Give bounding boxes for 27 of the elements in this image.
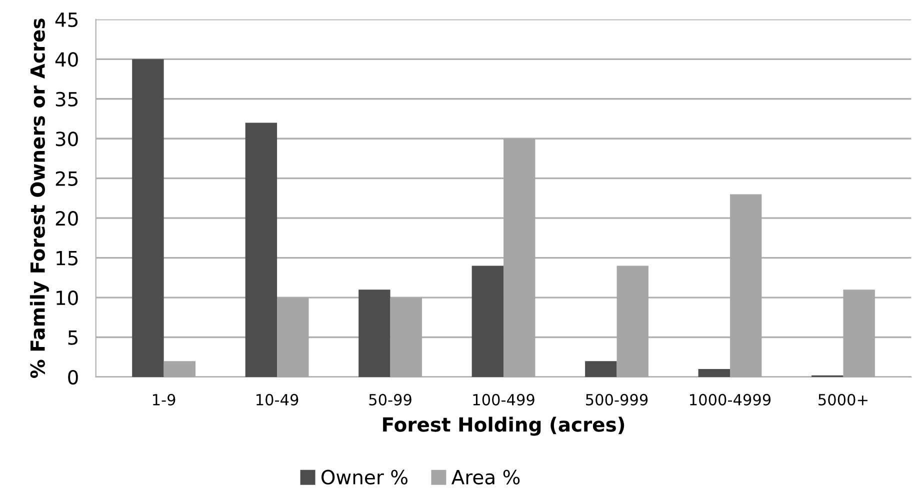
x-tick-label: 100-499 — [473, 394, 534, 406]
y-tick-label: 30 — [56, 132, 78, 146]
bar — [358, 290, 390, 377]
y-tick-label: 35 — [56, 92, 78, 107]
legend-label: Area % — [451, 470, 520, 485]
x-tick-label: 10-49 — [256, 394, 298, 406]
x-tick-label: 50-99 — [369, 394, 412, 406]
x-tick-label: 1-9 — [153, 394, 176, 406]
y-tick-label: 40 — [55, 52, 78, 67]
bar — [132, 59, 164, 377]
bar — [245, 122, 278, 377]
x-tick-label: 500-999 — [586, 394, 648, 406]
bar — [698, 369, 730, 377]
y-tick-label: 0 — [68, 370, 78, 385]
bar — [472, 266, 504, 377]
legend-label: Owner % — [322, 470, 408, 485]
y-tick-label: 45 — [55, 12, 78, 28]
y-tick-label: 15 — [56, 251, 78, 266]
x-axis-title: Forest Holding (acres) — [383, 416, 624, 436]
y-axis-title: % Family Forest Owners or Acres — [30, 18, 49, 378]
y-tick-label: 5 — [68, 330, 78, 345]
x-tick-label: 5000+ — [818, 394, 868, 406]
y-tick-label: 20 — [56, 211, 78, 226]
bar — [585, 361, 617, 377]
y-tick-label: 25 — [56, 171, 78, 186]
y-tick-label: 10 — [56, 290, 78, 306]
x-tick-label: 1000-4999 — [690, 394, 771, 406]
